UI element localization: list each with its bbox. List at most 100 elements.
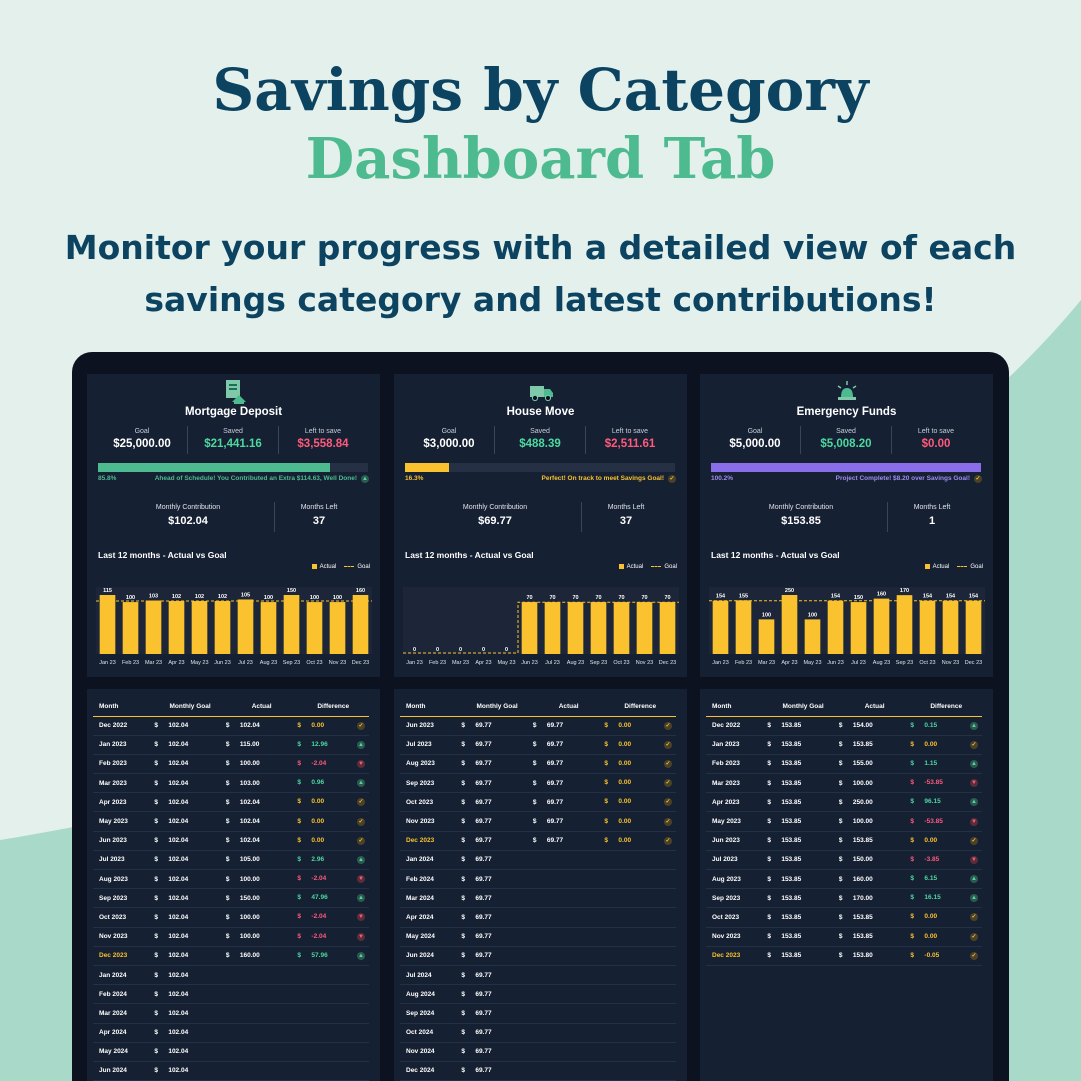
table-row: Feb 2023 $153.85 $155.00 $1.15 ▲ — [706, 754, 982, 775]
chart-bar — [260, 602, 277, 654]
actual-value: 69.77 — [546, 798, 564, 806]
currency-symbol: $ — [910, 951, 915, 959]
x-tick-label: Apr 23 — [168, 660, 184, 666]
month-label: May 2024 — [99, 1048, 128, 1056]
monthly-contribution-stat: Monthly Contribution $153.85 — [741, 504, 861, 527]
bar-value-label: 0 — [413, 647, 416, 653]
stat-value: $3,558.84 — [297, 438, 349, 450]
month-cell: Mar 2023 — [706, 773, 768, 794]
chart-bar — [873, 598, 890, 654]
currency-symbol: $ — [838, 894, 843, 902]
currency-symbol: $ — [838, 856, 843, 864]
difference-value: 57.96 — [311, 951, 328, 959]
currency-symbol: $ — [225, 837, 230, 845]
chart-bar — [544, 602, 561, 654]
left-to-save-stat: Left to save $0.00 — [891, 428, 981, 450]
monthly-contribution-stat: Monthly Contribution $69.77 — [435, 504, 555, 527]
goal-value: 102.04 — [168, 798, 189, 806]
difference-cell — [297, 965, 369, 986]
table-row: Dec 2022 $102.04 $102.04 $0.00 ✓ — [93, 716, 369, 736]
difference-cell: $0.15 ▲ — [910, 716, 982, 736]
bar-value-label: 150 — [854, 595, 863, 601]
currency-symbol: $ — [225, 913, 230, 921]
month-label: Mar 2024 — [406, 894, 434, 902]
month-cell: Feb 2024 — [93, 984, 155, 1005]
currency-symbol: $ — [461, 894, 465, 902]
table-row: Jan 2024 $69.77 — [400, 850, 676, 871]
stat-label: Saved — [836, 428, 856, 435]
currency-symbol: $ — [154, 971, 158, 979]
bar-value-label: 160 — [877, 592, 886, 598]
actual-cell: $102.04 — [225, 811, 298, 832]
currency-symbol: $ — [297, 875, 302, 883]
progress-message: Project Complete! $8.20 over Savings Goa… — [836, 475, 982, 483]
x-tick-label: Oct 23 — [306, 660, 322, 666]
table-row: Apr 2023 $153.85 $250.00 $96.15 ▲ — [706, 792, 982, 813]
table-row: Feb 2024 $102.04 — [93, 984, 369, 1005]
month-cell: May 2024 — [400, 927, 462, 947]
legend-goal-label: Goal — [970, 564, 983, 571]
actual-value: 69.77 — [546, 760, 564, 768]
x-tick-label: Jan 23 — [99, 660, 116, 666]
currency-symbol: $ — [297, 932, 302, 940]
category-summary-panel: House Move Goal $3,000.00 Saved $488.39 Left … — [394, 374, 687, 677]
table-row: Nov 2023 $153.85 $153.85 $0.00 ✓ — [706, 927, 982, 947]
check-icon: ✓ — [974, 475, 982, 483]
currency-symbol: $ — [225, 760, 230, 768]
actual-value: 100.00 — [239, 760, 260, 768]
month-cell: Dec 2023 — [93, 946, 155, 966]
currency-symbol: $ — [461, 875, 465, 883]
table-row: Jan 2023 $102.04 $115.00 $12.96 ▲ — [93, 735, 369, 755]
month-label: Sep 2024 — [406, 1009, 435, 1017]
monthly-goal-cell: $69.77 — [461, 850, 533, 871]
currency-symbol: $ — [910, 855, 915, 863]
month-cell: Nov 2023 — [93, 927, 155, 947]
monthly-goal-cell: $102.04 — [154, 735, 226, 755]
monthly-goal-cell: $153.85 — [767, 927, 839, 947]
month-cell: Mar 2024 — [400, 888, 462, 909]
goal-value: 69.77 — [475, 1009, 492, 1017]
currency-symbol: $ — [910, 894, 915, 902]
actual-value: 100.00 — [239, 875, 260, 883]
currency-symbol: $ — [297, 798, 302, 806]
month-header: Month — [706, 697, 768, 717]
goal-value: 153.85 — [781, 779, 802, 787]
currency-symbol: $ — [154, 952, 158, 960]
monthly-goal-cell: $69.77 — [461, 735, 533, 755]
month-header: Month — [93, 697, 155, 717]
check-icon: ✓ — [970, 932, 978, 941]
actual-cell: $154.00 — [838, 716, 911, 736]
bar-value-label: 102 — [218, 594, 227, 600]
chart-bar — [735, 600, 752, 654]
difference-cell — [604, 1003, 676, 1024]
currency-symbol: $ — [461, 760, 465, 768]
chart-bar — [850, 602, 867, 654]
legend-goal-label: Goal — [357, 564, 370, 571]
actual-value: 153.85 — [852, 933, 873, 941]
divider — [581, 502, 582, 532]
month-cell: Mar 2023 — [93, 773, 155, 794]
bar-value-label: 70 — [618, 595, 624, 601]
check-icon: ✓ — [664, 721, 672, 730]
goal-value: 102.04 — [168, 837, 189, 845]
hero-title: Savings by Category — [212, 56, 869, 124]
goal-value: 102.04 — [168, 894, 189, 902]
goal-value: 69.77 — [475, 990, 492, 998]
goal-value: 102.04 — [168, 760, 189, 768]
difference-value: 0.00 — [618, 836, 632, 844]
actual-cell — [225, 965, 298, 986]
actual-value: 250.00 — [852, 798, 873, 806]
difference-value: -0.05 — [924, 951, 940, 959]
hero-subtitle: Monitor your progress with a detailed vi… — [64, 228, 1017, 319]
currency-symbol: $ — [154, 990, 158, 998]
table-row: Sep 2024 $69.77 — [400, 1003, 676, 1024]
actual-cell: $100.00 — [225, 754, 298, 775]
month-cell: Jan 2023 — [93, 735, 155, 755]
stat-label: Goal — [747, 428, 763, 435]
month-cell: Jan 2024 — [93, 965, 155, 986]
monthly-goal-cell: $102.04 — [154, 792, 226, 813]
x-tick-label: Mar 23 — [758, 660, 775, 666]
contributions-table: Month Monthly Goal Actual Difference Jun 202… — [400, 697, 676, 1081]
actual-cell: $250.00 — [838, 792, 911, 813]
bar-value-label: 154 — [831, 594, 841, 600]
